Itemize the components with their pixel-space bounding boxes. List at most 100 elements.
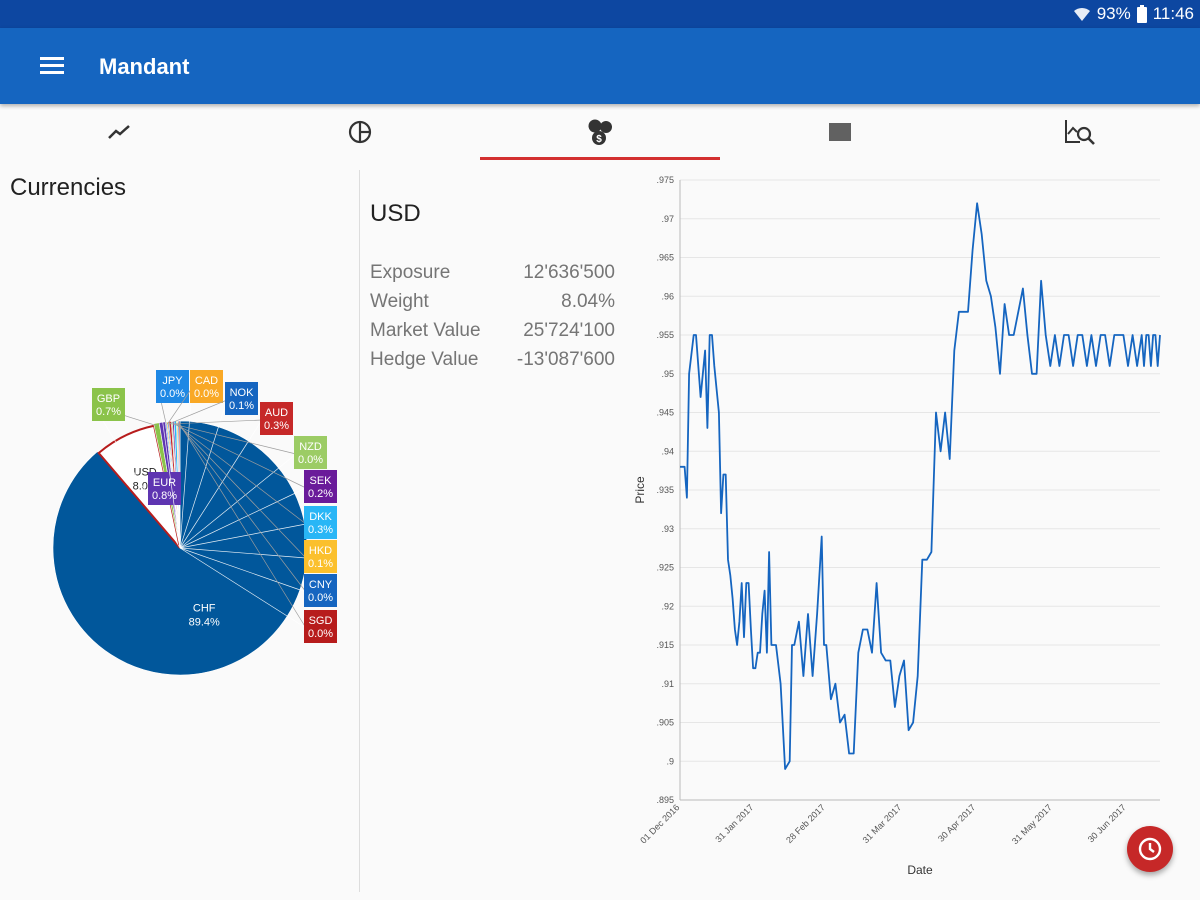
pie-label-value: 0.3% [264, 420, 289, 432]
wifi-icon [1073, 7, 1090, 21]
pie-leader-line [179, 547, 307, 593]
detail-row-market-value: Market Value 25'724'100 [370, 316, 615, 345]
pie-label-value: 0.0% [160, 388, 185, 400]
pie-leader-line [179, 423, 307, 629]
detail-value: 12'636'500 [523, 262, 615, 283]
detail-value: 8.04% [561, 291, 615, 312]
pie-leader-line [168, 399, 228, 425]
pie-leader-line [179, 419, 263, 549]
x-axis-label: Date [907, 863, 933, 877]
pie-leader-line [171, 423, 297, 455]
detail-row-weight: Weight 8.04% [370, 287, 615, 316]
hamburger-menu-icon [40, 57, 64, 74]
y-tick-label: .925 [656, 563, 674, 573]
tab-bar: $ [0, 104, 1200, 160]
pie-label-value: 0.1% [229, 400, 254, 412]
y-tick-label: .945 [656, 408, 674, 418]
clock-icon [1138, 837, 1162, 861]
x-tick-label: 31 Mar 2017 [861, 802, 904, 845]
pie-label-box-gbp [92, 388, 125, 421]
pie-label-name: AUD [265, 407, 288, 419]
pie-title: Currencies [10, 174, 127, 201]
tab-allocation[interactable] [240, 104, 480, 160]
x-tick-label: 28 Feb 2017 [784, 802, 827, 845]
pie-label-value: 0.2% [308, 488, 333, 500]
pie-label-value: 0.7% [96, 406, 121, 418]
tab-positions[interactable] [720, 104, 960, 160]
currency-details: USD Exposure 12'636'500 Weight 8.04% Mar… [370, 200, 615, 374]
pie-leader-line [157, 387, 181, 549]
history-fab[interactable] [1127, 826, 1173, 872]
pie-label-name: DKK [309, 511, 332, 523]
pie-label-name: GBP [97, 393, 120, 405]
y-axis-label: Price [633, 476, 647, 504]
pie-label-name: NZD [299, 441, 322, 453]
pie-label-value: 0.1% [308, 558, 333, 570]
pie-label-box-cad [190, 370, 223, 403]
pie-label-value: 0.3% [308, 524, 333, 536]
battery-percent: 93% [1096, 4, 1131, 23]
pie-label-name: EUR [153, 477, 176, 489]
table-icon [829, 123, 851, 141]
x-tick-label: 30 Jun 2017 [1086, 802, 1128, 844]
detail-label: Hedge Value [370, 349, 479, 370]
menu-button[interactable] [30, 48, 72, 84]
pie-leader-line [173, 423, 307, 489]
pie-label-box-dkk [304, 506, 337, 539]
y-tick-label: .96 [661, 291, 674, 301]
pie-label-name: CAD [195, 375, 218, 387]
pie-leader-line [170, 419, 263, 425]
tab-analysis[interactable] [960, 104, 1200, 160]
y-tick-label: .97 [661, 214, 674, 224]
pie-leader-line [93, 405, 181, 549]
pie-label-box-jpy [156, 370, 189, 403]
price-chart-panel: .975 .97 .965 .96 .955 .95 .945 .94 .935 .93 .925.… [630, 168, 1190, 888]
price-series-line [680, 202, 1161, 770]
detail-label: Exposure [370, 262, 451, 283]
battery-icon [1136, 5, 1147, 23]
pie-leader-line [179, 547, 307, 559]
coins-icon: $ [588, 119, 612, 145]
price-line-chart[interactable]: .975 .97 .965 .96 .955 .95 .945 .94 .935 .93 .925.… [630, 168, 1190, 888]
y-tick-label: .91 [661, 679, 674, 689]
svg-text:$: $ [596, 134, 602, 145]
pie-label-name: NOK [230, 387, 255, 399]
pie-label-value: 0.0% [308, 592, 333, 604]
pie-label-value: 0.0% [308, 628, 333, 640]
y-tick-label: .895 [656, 795, 674, 805]
app-bar: Mandant [0, 28, 1200, 104]
pie-label-name: SEK [309, 475, 332, 487]
pie-leader-line [176, 423, 307, 559]
app-title: Mandant [99, 54, 190, 79]
y-tick-label: .905 [656, 718, 674, 728]
chart-search-icon [1065, 120, 1095, 145]
pie-label-name: SGD [309, 615, 333, 627]
pie-label-name: JPY [162, 375, 183, 387]
panel-divider [359, 170, 360, 892]
pie-leader-line [179, 387, 193, 549]
pie-leader-line [175, 423, 307, 525]
y-tick-label: .95 [661, 369, 674, 379]
pie-label-value: 89.4% [189, 617, 220, 629]
pie-label-name: CHF [193, 603, 216, 615]
pie-label-box-cny [304, 574, 337, 607]
detail-value: 25'724'100 [523, 320, 615, 341]
currency-pie-chart[interactable]: CHF89.4%USD8.0%GBP0.7%EUR0.8%JPY0.0%CAD0… [0, 160, 360, 860]
pie-label-value: 0.0% [194, 388, 219, 400]
pie-label-box-aud [260, 402, 293, 435]
tab-performance[interactable] [0, 104, 240, 160]
pie-label-box-eur [148, 472, 181, 505]
pie-leader-line [167, 387, 193, 425]
y-tick-label: .965 [656, 253, 674, 263]
y-tick-label: .955 [656, 330, 674, 340]
y-tick-label: .9 [666, 756, 674, 766]
pie-leader-line [177, 423, 307, 593]
pie-label-value: 0.0% [298, 454, 323, 466]
pie-label-box-sgd [304, 610, 337, 643]
currencies-pie-panel: Currencies CHF 89.4% USD 8.0% GBP 0.7% EUR 0.8%… [0, 160, 360, 900]
y-tick-label: .93 [661, 524, 674, 534]
pie-label-value: 0.8% [152, 490, 177, 502]
detail-value: -13'087'600 [516, 349, 615, 370]
y-tick-label: .92 [661, 601, 674, 611]
tab-currencies[interactable]: $ [480, 104, 720, 160]
